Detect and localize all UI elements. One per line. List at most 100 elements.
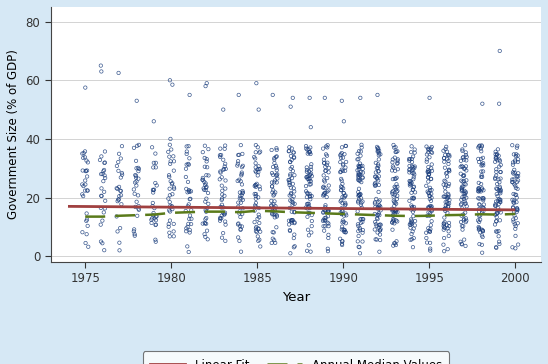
Point <box>269 92 277 98</box>
Point <box>508 142 517 148</box>
Point <box>166 136 175 142</box>
Point <box>376 207 385 213</box>
Point <box>267 198 276 204</box>
Point <box>324 235 333 241</box>
Point <box>425 229 434 235</box>
Point <box>374 173 383 179</box>
Point <box>238 182 247 187</box>
Point <box>149 187 157 193</box>
Point <box>165 186 174 191</box>
Point <box>407 143 416 149</box>
Point <box>376 222 385 228</box>
Point <box>336 210 345 215</box>
Point <box>289 150 298 155</box>
Point <box>353 157 362 162</box>
Point <box>338 242 346 248</box>
Point <box>463 203 471 209</box>
Point <box>238 163 247 169</box>
Point <box>441 152 449 158</box>
Point <box>183 224 192 230</box>
Point <box>426 205 435 211</box>
Point <box>358 170 367 175</box>
Point <box>426 248 435 253</box>
Point <box>389 194 398 199</box>
Point <box>511 185 520 191</box>
Point <box>236 195 244 201</box>
Point <box>112 163 121 169</box>
Point <box>358 227 367 233</box>
Point <box>410 207 419 213</box>
Point <box>444 194 453 200</box>
Point <box>406 222 414 228</box>
Point <box>286 198 295 203</box>
Point <box>428 207 437 213</box>
Point <box>286 104 295 110</box>
Point <box>83 187 92 193</box>
Point <box>423 157 431 162</box>
Point <box>165 142 174 148</box>
Point <box>392 149 401 155</box>
Point <box>372 174 380 180</box>
Point <box>460 193 469 199</box>
Point <box>272 179 281 185</box>
Point <box>324 213 333 219</box>
Point <box>99 178 108 184</box>
Point <box>492 154 500 160</box>
Point <box>461 243 470 249</box>
Point <box>356 164 364 170</box>
Point <box>81 149 89 154</box>
Point <box>323 153 332 159</box>
Point <box>236 200 245 206</box>
Point <box>423 159 431 165</box>
Point <box>252 182 260 188</box>
Point <box>132 165 141 171</box>
Point <box>268 211 277 217</box>
Point <box>477 174 486 180</box>
Point <box>303 176 312 182</box>
Point <box>169 221 178 227</box>
Point <box>389 243 398 249</box>
Point <box>287 191 295 197</box>
Point <box>185 189 193 194</box>
Point <box>286 173 295 179</box>
Point <box>460 172 469 178</box>
Point <box>287 199 296 205</box>
Point <box>216 216 225 222</box>
Point <box>475 219 483 225</box>
Point <box>459 191 468 197</box>
Point <box>182 228 191 234</box>
Point <box>252 142 260 148</box>
Point <box>287 218 295 224</box>
Point <box>510 198 518 203</box>
Point <box>134 142 143 148</box>
Point <box>512 209 521 215</box>
Point <box>151 180 159 186</box>
Point <box>202 215 210 221</box>
Point <box>513 220 522 226</box>
Point <box>238 205 247 211</box>
Point <box>458 184 466 190</box>
Point <box>408 204 416 210</box>
Point <box>358 216 367 222</box>
Point <box>130 233 139 239</box>
Point <box>409 164 418 170</box>
Point <box>221 166 230 172</box>
Point <box>290 154 299 160</box>
Point <box>390 240 398 246</box>
Point <box>338 219 347 225</box>
Point <box>134 168 143 174</box>
Point <box>270 155 279 161</box>
Point <box>270 160 279 166</box>
Point <box>267 170 276 176</box>
Point <box>302 188 311 194</box>
Point <box>374 178 383 183</box>
Point <box>493 229 501 235</box>
Point <box>81 182 90 187</box>
Point <box>82 168 90 174</box>
Point <box>236 223 244 229</box>
Point <box>494 177 503 182</box>
Point <box>389 142 398 148</box>
Point <box>306 151 315 157</box>
Point <box>321 202 330 208</box>
Point <box>409 154 418 159</box>
